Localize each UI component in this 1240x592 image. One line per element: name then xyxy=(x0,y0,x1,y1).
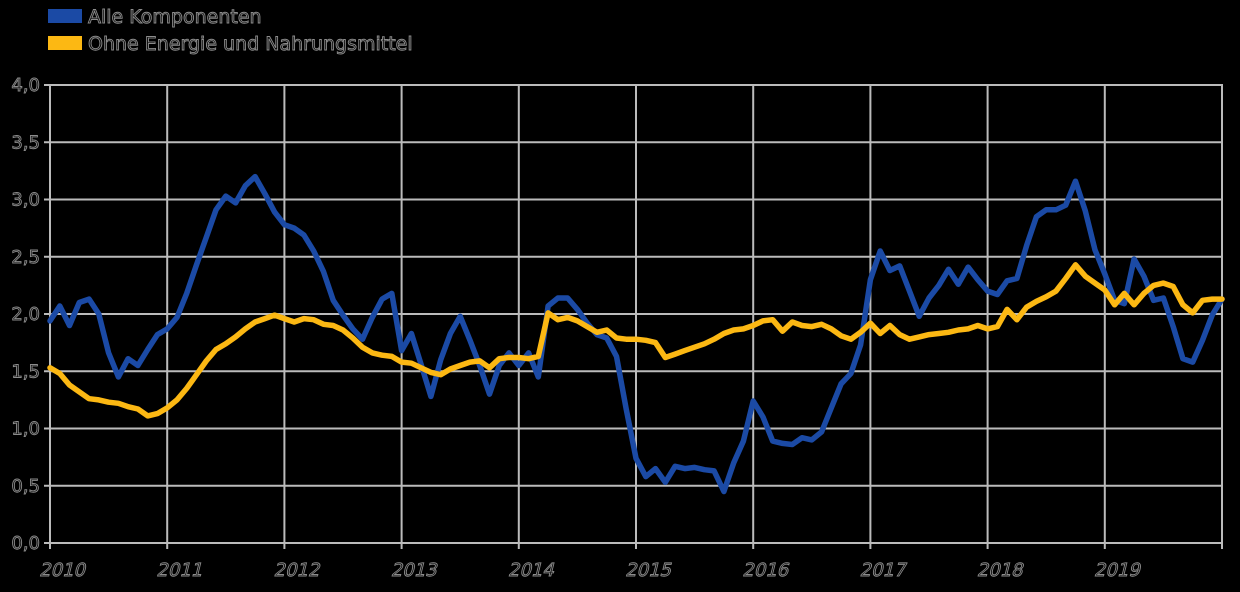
x-tick-label: 2011 xyxy=(155,560,206,581)
x-tick-label: 2017 xyxy=(858,560,909,581)
x-tick-label: 2019 xyxy=(1093,560,1144,581)
y-tick-label: 1,0 xyxy=(11,419,40,440)
legend-label-alle-komponenten: Alle Komponenten xyxy=(88,6,262,28)
y-axis-labels: 0,0 0,5 1,0 1,5 2,0 2,5 3,0 3,5 4,0 xyxy=(11,75,41,555)
axis-ticks xyxy=(44,84,1223,549)
x-tick-label: 2015 xyxy=(624,560,675,581)
y-tick-label: 0,0 xyxy=(11,533,40,554)
x-tick-label: 2010 xyxy=(38,560,89,581)
series-line-ohne-energie-und-nahrungsmittel xyxy=(47,262,1225,419)
legend: Alle Komponenten Ohne Energie und Nahrun… xyxy=(48,6,413,55)
x-tick-label: 2013 xyxy=(389,560,440,581)
legend-swatch-ohne-energie xyxy=(48,36,82,50)
x-tick-label: 2012 xyxy=(272,560,323,581)
series-lines xyxy=(47,173,1225,495)
y-tick-label: 3,5 xyxy=(11,132,40,153)
x-tick-label: 2014 xyxy=(507,560,558,581)
x-tick-label: 2016 xyxy=(741,560,792,581)
y-tick-label: 3,0 xyxy=(11,190,40,211)
y-tick-label: 2,5 xyxy=(11,247,40,268)
legend-swatch-alle-komponenten xyxy=(48,9,82,23)
x-axis-labels: 2010 2011 2012 2013 2014 2015 2016 2017 2018 2019 xyxy=(37,560,1144,582)
y-tick-label: 2,0 xyxy=(11,304,40,325)
y-tick-label: 4,0 xyxy=(11,75,40,96)
legend-label-ohne-energie: Ohne Energie und Nahrungsmittel xyxy=(88,33,413,55)
x-tick-label: 2018 xyxy=(975,560,1026,581)
y-tick-label: 1,5 xyxy=(11,361,40,382)
series-line-alle-komponenten xyxy=(47,173,1225,495)
plot-grid xyxy=(49,84,1223,544)
y-tick-label: 0,5 xyxy=(11,476,40,497)
